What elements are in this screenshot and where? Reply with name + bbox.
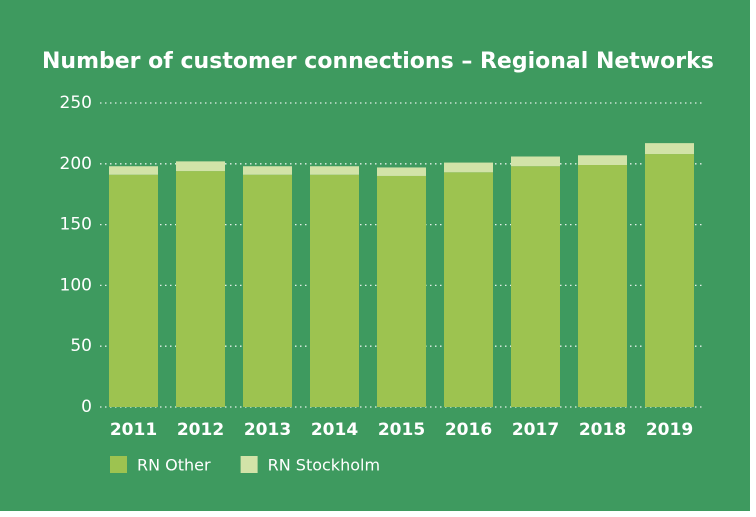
bar-segment [444, 172, 493, 407]
legend-label: RN Stockholm [268, 456, 380, 475]
bar-segment [578, 165, 627, 407]
bar-segment [243, 166, 292, 175]
y-tick-label: 200 [60, 154, 92, 174]
bar-segment [310, 174, 359, 407]
x-tick-label: 2018 [579, 420, 626, 440]
bar-segment [578, 155, 627, 166]
x-tick-label: 2016 [445, 420, 492, 440]
bar-segment [243, 174, 292, 407]
legend-swatch [110, 456, 127, 473]
bar-segment [109, 166, 158, 175]
y-tick-label: 150 [60, 215, 92, 235]
bar-segment [377, 175, 426, 407]
bar-segment [511, 166, 560, 407]
y-tick-label: 50 [70, 336, 92, 356]
bar-segment [310, 166, 359, 175]
bar-segment [176, 171, 225, 407]
x-tick-label: 2011 [110, 420, 157, 440]
x-tick-label: 2017 [512, 420, 559, 440]
y-tick-label: 100 [60, 275, 92, 295]
x-tick-label: 2015 [378, 420, 425, 440]
bar-segment [645, 154, 694, 407]
x-tick-label: 2013 [244, 420, 291, 440]
bar-segment [645, 143, 694, 155]
bar-segment [444, 162, 493, 173]
chart-title: Number of customer connections – Regiona… [42, 49, 714, 74]
bar-segment [377, 167, 426, 176]
x-tick-label: 2019 [646, 420, 693, 440]
legend-swatch [240, 456, 258, 473]
legend-label: RN Other [137, 456, 211, 475]
bar-segment [176, 161, 225, 172]
x-tick-label: 2012 [177, 420, 224, 440]
x-tick-label: 2014 [311, 420, 358, 440]
bar-segment [109, 174, 158, 407]
bar-segment [511, 156, 560, 167]
y-tick-label: 250 [60, 93, 92, 113]
y-tick-label: 0 [81, 397, 92, 417]
